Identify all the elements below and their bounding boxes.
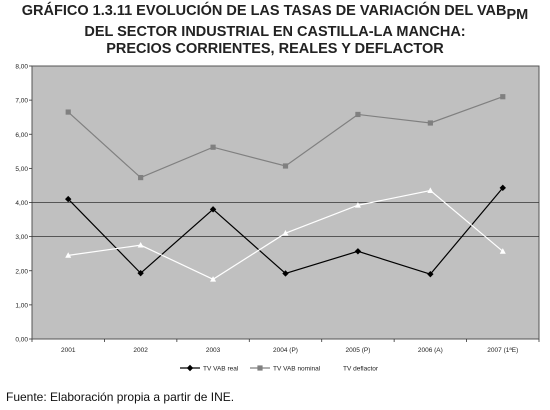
data-point	[499, 184, 506, 192]
data-point	[209, 206, 217, 213]
data-point	[137, 241, 144, 248]
data-point	[210, 144, 216, 150]
y-tick-label: 6,00	[15, 132, 28, 139]
data-point	[210, 276, 217, 282]
title-line-2: DEL SECTOR INDUSTRIAL EN CASTILLA-LA MAN…	[84, 24, 466, 40]
data-point	[65, 252, 72, 258]
x-tick-label: 2003	[206, 347, 221, 354]
legend-marker	[327, 364, 333, 371]
y-tick-label: 1,00	[15, 302, 28, 309]
data-point	[499, 248, 506, 254]
legend-marker	[186, 364, 194, 372]
legend-marker	[257, 365, 263, 371]
data-point	[65, 109, 71, 115]
x-tick-label: 2006 (A)	[418, 347, 443, 354]
title-subscript: PM	[506, 7, 529, 23]
x-tick-label: 2002	[133, 347, 148, 354]
title-line-1: GRÁFICO 1.3.11 EVOLUCIÓN DE LAS TASAS DE…	[0, 3, 550, 24]
data-point	[65, 195, 72, 203]
data-point	[427, 120, 433, 126]
y-tick-label: 4,00	[15, 200, 28, 207]
data-point	[427, 270, 434, 278]
title-line-3: PRECIOS CORRIENTES, REALES Y DEFLACTOR	[106, 41, 444, 57]
data-point	[282, 270, 289, 277]
data-point	[282, 230, 289, 236]
title-main: GRÁFICO 1.3.11 EVOLUCIÓN DE LAS TASAS DE…	[21, 3, 507, 19]
data-point	[138, 174, 144, 181]
x-tick-label: 2007 (1ªE)	[487, 347, 518, 354]
y-tick-label: 7,00	[15, 98, 28, 105]
legend-label: TV VAB nominal	[273, 366, 321, 373]
y-tick-label: 8,00	[15, 64, 28, 71]
x-tick-label: 2004 (P)	[273, 347, 298, 354]
data-point	[137, 269, 144, 277]
data-point	[282, 163, 289, 169]
y-tick-label: 0,00	[15, 337, 28, 344]
y-tick-label: 2,00	[15, 268, 28, 275]
legend-label: TV deflactor	[343, 366, 379, 373]
y-tick-label: 5,00	[15, 166, 28, 173]
data-point	[354, 248, 362, 255]
source-note: Fuente: Elaboración propia a partir de I…	[6, 390, 235, 404]
data-point	[500, 94, 506, 100]
data-point	[355, 111, 361, 118]
x-tick-label: 2001	[61, 347, 76, 354]
data-point	[427, 187, 434, 193]
x-tick-label: 2005 (P)	[345, 347, 370, 354]
chart-title: GRÁFICO 1.3.11 EVOLUCIÓN DE LAS TASAS DE…	[0, 3, 550, 58]
data-point	[354, 202, 361, 208]
legend-label: TV VAB real	[203, 366, 239, 373]
y-tick-label: 3,00	[15, 234, 28, 241]
